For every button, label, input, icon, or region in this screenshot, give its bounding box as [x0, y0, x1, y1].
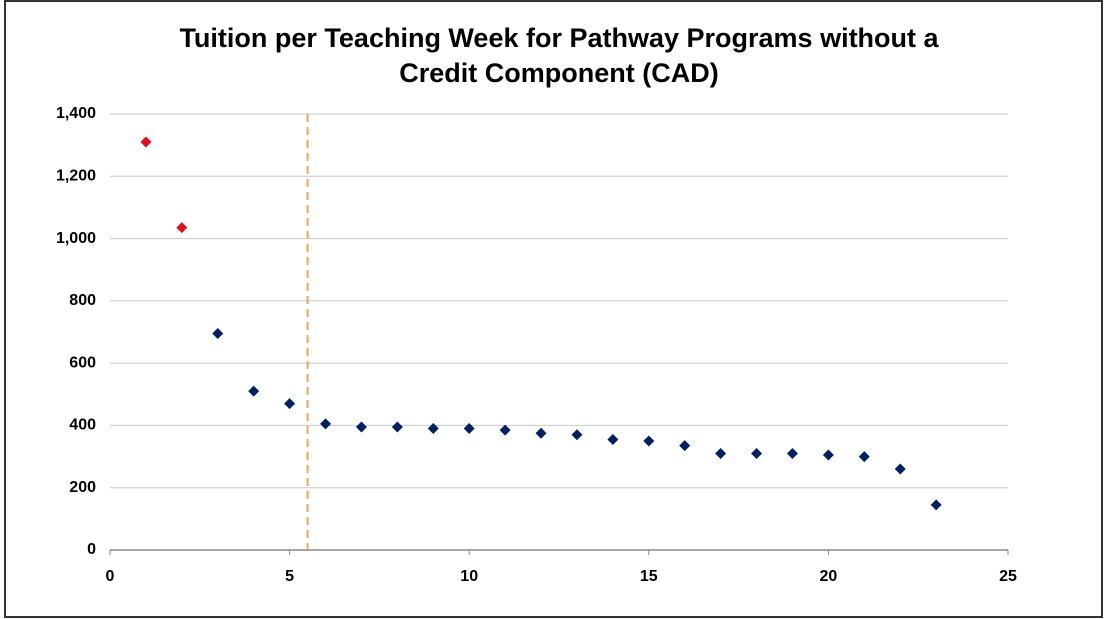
- point: [930, 499, 942, 511]
- x-tick-label: 10: [460, 568, 478, 585]
- point: [176, 222, 188, 234]
- x-tick-label: 25: [999, 568, 1017, 585]
- point: [822, 449, 834, 461]
- x-tick-label: 20: [820, 568, 838, 585]
- y-tick-label: 200: [69, 479, 96, 496]
- y-tick-label: 1,200: [56, 168, 96, 185]
- point: [643, 435, 655, 447]
- chart-title: Credit Component (CAD): [399, 58, 718, 88]
- x-tick-label: 15: [640, 568, 658, 585]
- point: [427, 423, 439, 435]
- point: [715, 447, 727, 459]
- point: [499, 424, 511, 436]
- point: [212, 328, 224, 340]
- y-tick-label: 800: [69, 292, 96, 309]
- point: [284, 398, 296, 410]
- point: [355, 421, 367, 433]
- point: [571, 429, 583, 441]
- point: [751, 447, 763, 459]
- point: [320, 418, 332, 430]
- point: [786, 447, 798, 459]
- point: [140, 136, 152, 148]
- chart-title: Tuition per Teaching Week for Pathway Pr…: [179, 23, 939, 53]
- chart-border: [4, 0, 1103, 618]
- point: [607, 433, 619, 445]
- y-tick-label: 400: [69, 417, 96, 434]
- x-tick-label: 0: [106, 568, 115, 585]
- point: [679, 440, 691, 452]
- point: [248, 385, 260, 397]
- x-tick-label: 5: [285, 568, 294, 585]
- point: [463, 423, 475, 435]
- point: [391, 421, 403, 433]
- y-tick-label: 0: [87, 541, 96, 558]
- point: [894, 463, 906, 475]
- point: [858, 451, 870, 463]
- y-tick-label: 1,400: [56, 105, 96, 122]
- point: [535, 427, 547, 439]
- y-tick-label: 600: [69, 354, 96, 371]
- y-tick-label: 1,000: [56, 230, 96, 247]
